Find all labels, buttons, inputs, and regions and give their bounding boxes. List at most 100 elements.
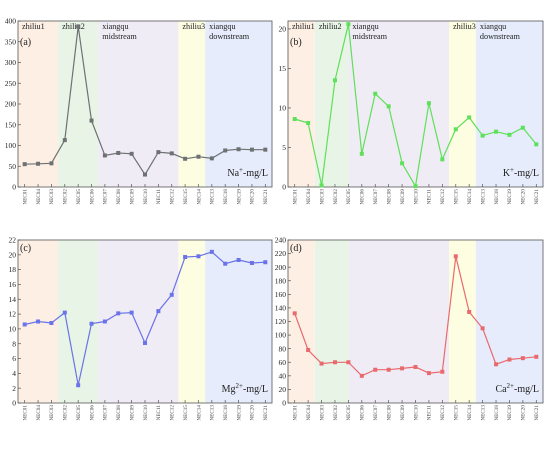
zone-band (475, 21, 543, 187)
data-point (116, 150, 121, 155)
data-point (62, 310, 67, 315)
x-tick-label: NEC05 (346, 405, 352, 421)
x-tick-label: NEC12 (440, 405, 446, 421)
zone-band (58, 21, 99, 187)
data-point (453, 254, 458, 259)
data-point (359, 373, 364, 378)
x-tick-label: NEC14 (467, 405, 473, 421)
data-point (143, 340, 147, 345)
x-tick-label: NEC04 (36, 189, 42, 205)
x-tick-label: NEC21 (534, 405, 540, 421)
data-point (129, 151, 134, 156)
y-tick-label: 150 (5, 120, 17, 129)
data-point (373, 91, 378, 96)
data-point (169, 151, 174, 156)
x-tick-label: NEC03 (49, 189, 55, 205)
data-point (426, 371, 431, 376)
panel-label: (d) (290, 243, 302, 254)
x-tick-label: NEC11 (156, 189, 162, 205)
x-tick-label: NEC18 (494, 405, 500, 421)
y-tick-label: 80 (279, 344, 287, 353)
x-tick-label: NEC14 (196, 405, 202, 421)
y-tick-label: 120 (275, 317, 287, 326)
y-tick-label: 40 (279, 371, 287, 380)
zone-band (178, 240, 206, 403)
y-tick-label: 22 (9, 236, 17, 245)
data-point (156, 150, 161, 155)
y-tick-label: 180 (275, 276, 287, 285)
y-tick-label: 6 (12, 354, 16, 363)
zone-label: downstream (209, 32, 250, 41)
x-tick-label: NEC10 (413, 189, 419, 205)
data-point (249, 147, 254, 152)
x-tick-label: NEC02 (333, 189, 339, 205)
y-tick-label: 100 (275, 331, 287, 340)
data-point (236, 258, 241, 263)
data-point (36, 319, 41, 324)
x-tick-label: NEC21 (263, 405, 269, 421)
x-tick-label: NEC05 (76, 189, 82, 205)
data-point (440, 157, 445, 162)
data-point (143, 172, 147, 177)
data-point (494, 129, 499, 134)
data-point (494, 362, 499, 367)
x-tick-label: NEC06 (360, 189, 366, 205)
x-tick-label: NEC04 (36, 405, 42, 421)
data-point (400, 366, 405, 371)
zone-label: xiangqu (102, 22, 128, 31)
x-tick-label: NEC15 (454, 405, 460, 421)
y-tick-label: 15 (279, 64, 287, 73)
x-tick-label: NEC14 (467, 189, 473, 205)
y-tick-label: 10 (279, 104, 287, 113)
data-point (292, 117, 297, 122)
zone-band (288, 240, 315, 403)
y-tick-label: 0 (282, 183, 286, 192)
x-tick-label: NEC12 (170, 189, 176, 205)
x-tick-label: NEC15 (183, 189, 189, 205)
x-tick-label: NEC03 (49, 405, 55, 421)
x-tick-label: NEC09 (129, 405, 135, 421)
data-point (440, 369, 445, 374)
zone-label: zhiliu3 (453, 22, 476, 31)
x-tick-label: NEC05 (346, 189, 352, 205)
y-tick-label: 20 (9, 250, 17, 259)
data-point (209, 156, 214, 161)
x-tick-label: NEC18 (494, 189, 500, 205)
x-tick-label: NEC20 (250, 405, 256, 421)
x-tick-label: NEC19 (507, 189, 513, 205)
data-point (249, 260, 254, 265)
y-tick-label: 250 (5, 79, 17, 88)
y-axis-label: Na+-mg/L (227, 166, 268, 179)
x-tick-label: NEC21 (534, 189, 540, 205)
y-tick-label: 16 (9, 280, 17, 289)
data-point (292, 311, 297, 316)
x-tick-label: NEC20 (250, 189, 256, 205)
data-point (89, 118, 94, 123)
y-tick-label: 200 (5, 100, 17, 109)
zone-band (18, 21, 59, 187)
zone-band (475, 240, 543, 403)
x-tick-label: NEC06 (89, 405, 95, 421)
y-tick-label: 18 (9, 265, 17, 274)
y-tick-label: 20 (279, 25, 287, 34)
y-tick-label: 4 (12, 369, 16, 378)
data-point (413, 184, 418, 189)
y-tick-label: 240 (275, 236, 287, 245)
x-tick-label: NEC10 (143, 405, 149, 421)
y-axis-label: Mg2+-mg/L (222, 382, 268, 395)
y-tick-label: 20 (279, 385, 287, 394)
x-tick-label: NEC08 (116, 405, 122, 421)
data-point (306, 120, 311, 125)
panel-label: (a) (20, 37, 31, 48)
x-tick-label: NEC09 (400, 405, 406, 421)
zone-band (348, 21, 450, 187)
y-tick-label: 50 (9, 162, 17, 171)
data-point (129, 310, 134, 315)
data-point (400, 161, 405, 166)
x-tick-label: NEC08 (116, 189, 122, 205)
x-tick-label: NEC19 (236, 189, 242, 205)
x-tick-label: NEC15 (183, 405, 189, 421)
y-tick-label: 300 (5, 58, 17, 67)
zone-band (288, 21, 315, 187)
y-tick-label: 0 (282, 399, 286, 408)
